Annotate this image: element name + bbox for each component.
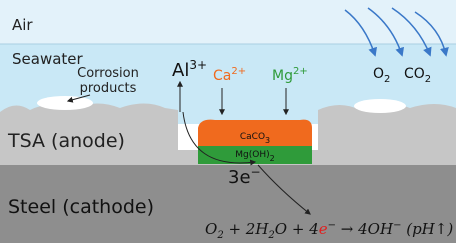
equation-part: O + 4: [275, 220, 319, 238]
ion-sub: 2: [425, 74, 431, 85]
corrosion-line: Corrosion: [77, 66, 139, 81]
ion-base: Ca: [213, 68, 231, 84]
ion-base: CO: [404, 66, 425, 82]
ion-sup: 3+: [189, 58, 207, 72]
ion-sup: 2+: [231, 66, 246, 77]
anode-label: TSA (anode): [7, 130, 125, 152]
equation-part: (pH↑): [401, 220, 453, 238]
corrosion-line: products: [80, 81, 137, 96]
ion-base: O: [373, 66, 384, 82]
deposit-base: Mg(OH): [235, 150, 269, 160]
electron-base: 3e: [228, 167, 251, 188]
equation-part: → 4OH: [336, 220, 394, 238]
ion-base: Al: [172, 60, 189, 81]
ion-sup: 2+: [293, 66, 308, 77]
ion-base: Mg: [272, 68, 293, 84]
diagram: Air Seawater TSA (anode) Steel (cathode)…: [0, 0, 456, 243]
seawater-label: Seawater: [12, 50, 84, 68]
deposit-base: CaCO: [240, 132, 265, 142]
equation-part: 2: [216, 230, 223, 241]
equation-part: 2: [267, 230, 274, 241]
deposit-sub: 3: [265, 136, 270, 145]
corrosion-product: [37, 96, 93, 110]
ion-sub: 2: [384, 74, 390, 85]
air-zone: [0, 0, 456, 44]
equation-part: + 2H: [224, 220, 270, 238]
equation-part: O: [205, 220, 217, 238]
cathode-label: Steel (cathode): [8, 196, 154, 218]
corrosion-product: [354, 99, 406, 113]
equation-part: −: [393, 220, 401, 231]
deposit-sub: 2: [270, 154, 275, 163]
equation-part: −: [328, 220, 336, 231]
equation-part: e: [319, 220, 328, 238]
air-label: Air: [12, 16, 33, 34]
electron-sup: −: [251, 165, 261, 179]
